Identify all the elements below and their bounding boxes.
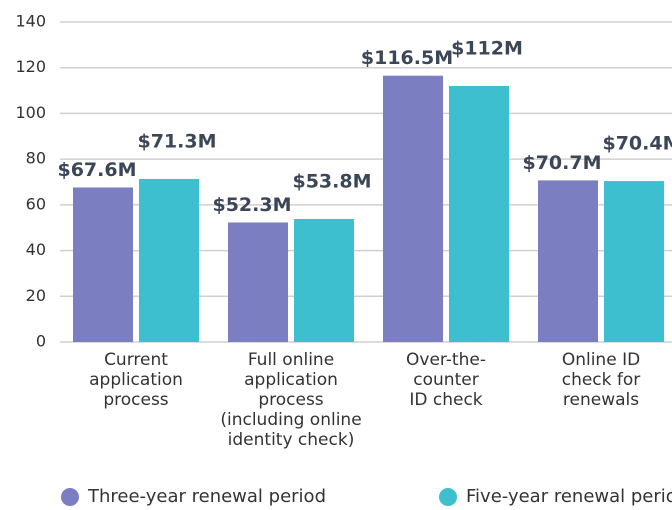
value-label: $52.3M bbox=[212, 194, 291, 216]
value-label: $116.5M bbox=[361, 47, 453, 69]
value-label: $71.3M bbox=[137, 131, 216, 153]
y-tick-label: 120 bbox=[15, 57, 46, 76]
bar bbox=[139, 179, 199, 342]
legend-swatch bbox=[61, 488, 79, 506]
bar bbox=[228, 222, 288, 342]
value-label: $67.6M bbox=[57, 159, 136, 181]
y-tick-label: 140 bbox=[15, 12, 46, 31]
bar bbox=[449, 86, 509, 342]
legend-swatch bbox=[439, 488, 457, 506]
bar bbox=[538, 180, 598, 342]
y-tick-label: 80 bbox=[26, 149, 46, 168]
bar bbox=[604, 181, 664, 342]
value-label: $70.4M bbox=[602, 133, 672, 155]
y-tick-label: 60 bbox=[26, 194, 46, 213]
x-tick-label: Over-the-counter ID check bbox=[406, 350, 486, 410]
bar bbox=[294, 219, 354, 342]
bar bbox=[383, 75, 443, 342]
x-tick-label: Online ID check for renewals bbox=[562, 350, 641, 410]
value-label: $53.8M bbox=[292, 171, 371, 193]
y-tick-label: 40 bbox=[26, 240, 46, 259]
bar bbox=[73, 187, 133, 342]
x-tick-label: Full online application process (including … bbox=[220, 350, 361, 450]
y-tick-label: 100 bbox=[15, 103, 46, 122]
y-tick-label: 20 bbox=[26, 286, 46, 305]
x-tick-label: Current application process bbox=[89, 350, 183, 410]
legend-label: Three-year renewal period bbox=[87, 486, 326, 507]
y-tick-label: 0 bbox=[36, 332, 46, 351]
value-label: $70.7M bbox=[522, 152, 601, 174]
legend-label: Five-year renewal period bbox=[466, 486, 672, 507]
value-label: $112M bbox=[451, 38, 523, 60]
